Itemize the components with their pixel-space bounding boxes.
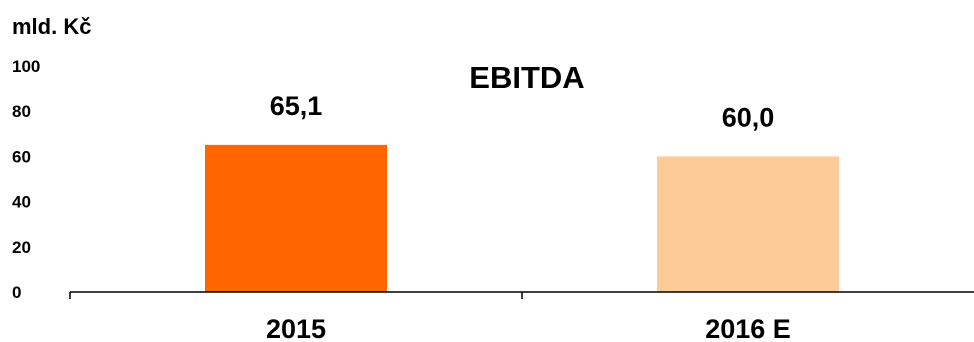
data-label: 65,1: [270, 91, 323, 121]
bars: [205, 144, 839, 292]
y-tick-label: 0: [12, 283, 21, 302]
y-tick-label: 40: [12, 193, 31, 212]
y-tick-label: 20: [12, 238, 31, 257]
x-axis-ticks: [69, 292, 523, 299]
unit-label: mld. Kč: [12, 14, 91, 39]
chart-title: EBITDA: [469, 60, 584, 95]
data-label: 60,0: [722, 102, 775, 132]
y-tick-label: 100: [12, 57, 40, 76]
y-axis-ticks: 0 20 40 60 80 100: [12, 57, 40, 302]
bar-0: [205, 144, 387, 292]
data-labels: 65,1 60,0: [270, 91, 775, 133]
category-labels: 2015 2016 E: [266, 314, 791, 342]
category-label: 2015: [266, 314, 326, 342]
category-label: 2016 E: [705, 314, 791, 342]
y-tick-label: 60: [12, 147, 31, 166]
bar-1: [657, 156, 839, 292]
y-tick-label: 80: [12, 102, 31, 121]
